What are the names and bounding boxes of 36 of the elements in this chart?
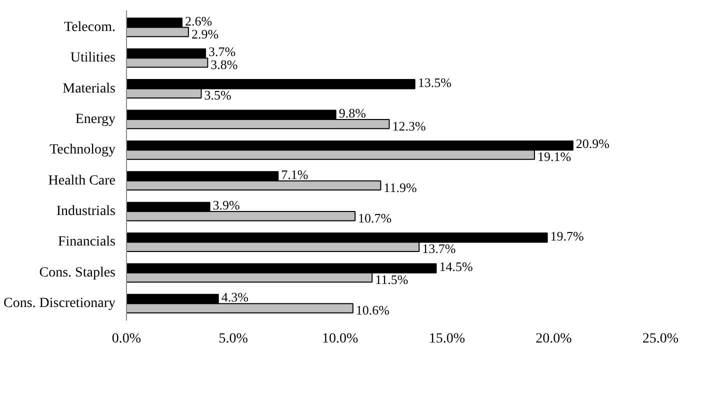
data-label: 19.1% [537, 149, 572, 164]
data-label: 10.7% [358, 210, 392, 226]
x-tick-label: 15.0% [428, 332, 466, 346]
y-tick-label: Health Care [48, 173, 116, 188]
data-label: 13.7% [422, 241, 456, 256]
x-tick-label: 10.0% [322, 332, 359, 346]
y-tick-label: Telecom. [64, 20, 116, 35]
x-tick-label: 5.0% [218, 332, 248, 346]
data-label: 14.5% [439, 259, 473, 274]
data-label: 11.5% [375, 272, 408, 287]
data-label: 3.9% [212, 198, 240, 213]
data-label: 4.3% [221, 290, 249, 305]
x-tick-label: 0.0% [112, 332, 142, 346]
data-label: 11.9% [384, 180, 417, 195]
data-label: 20.9% [576, 136, 610, 152]
data-label: 10.6% [356, 302, 390, 318]
data-label: 3.5% [204, 88, 232, 103]
y-tick-label: Industrials [56, 204, 116, 220]
y-tick-label: Cons. Discretionary [4, 296, 116, 312]
data-label: 9.8% [338, 106, 366, 121]
data-label: 13.5% [418, 74, 452, 90]
y-tick-label: Financials [58, 234, 116, 250]
y-tick-label: Materials [62, 81, 116, 96]
data-label: 12.3% [392, 118, 426, 134]
x-tick-label: 25.0% [642, 332, 679, 346]
y-tick-label: Cons. Staples [39, 265, 116, 280]
data-label: 3.8% [210, 56, 238, 72]
data-label: 19.7% [550, 228, 584, 244]
data-label: 3.7% [208, 44, 236, 60]
x-tick-label: 20.0% [536, 332, 572, 346]
data-label: 2.6% [185, 13, 212, 28]
data-label: 2.9% [191, 26, 219, 42]
y-tick-label: Technology [50, 142, 116, 158]
y-tick-label: Utilities [70, 50, 116, 66]
data-label: 7.1% [281, 166, 308, 182]
y-tick-label: Energy [75, 112, 116, 127]
